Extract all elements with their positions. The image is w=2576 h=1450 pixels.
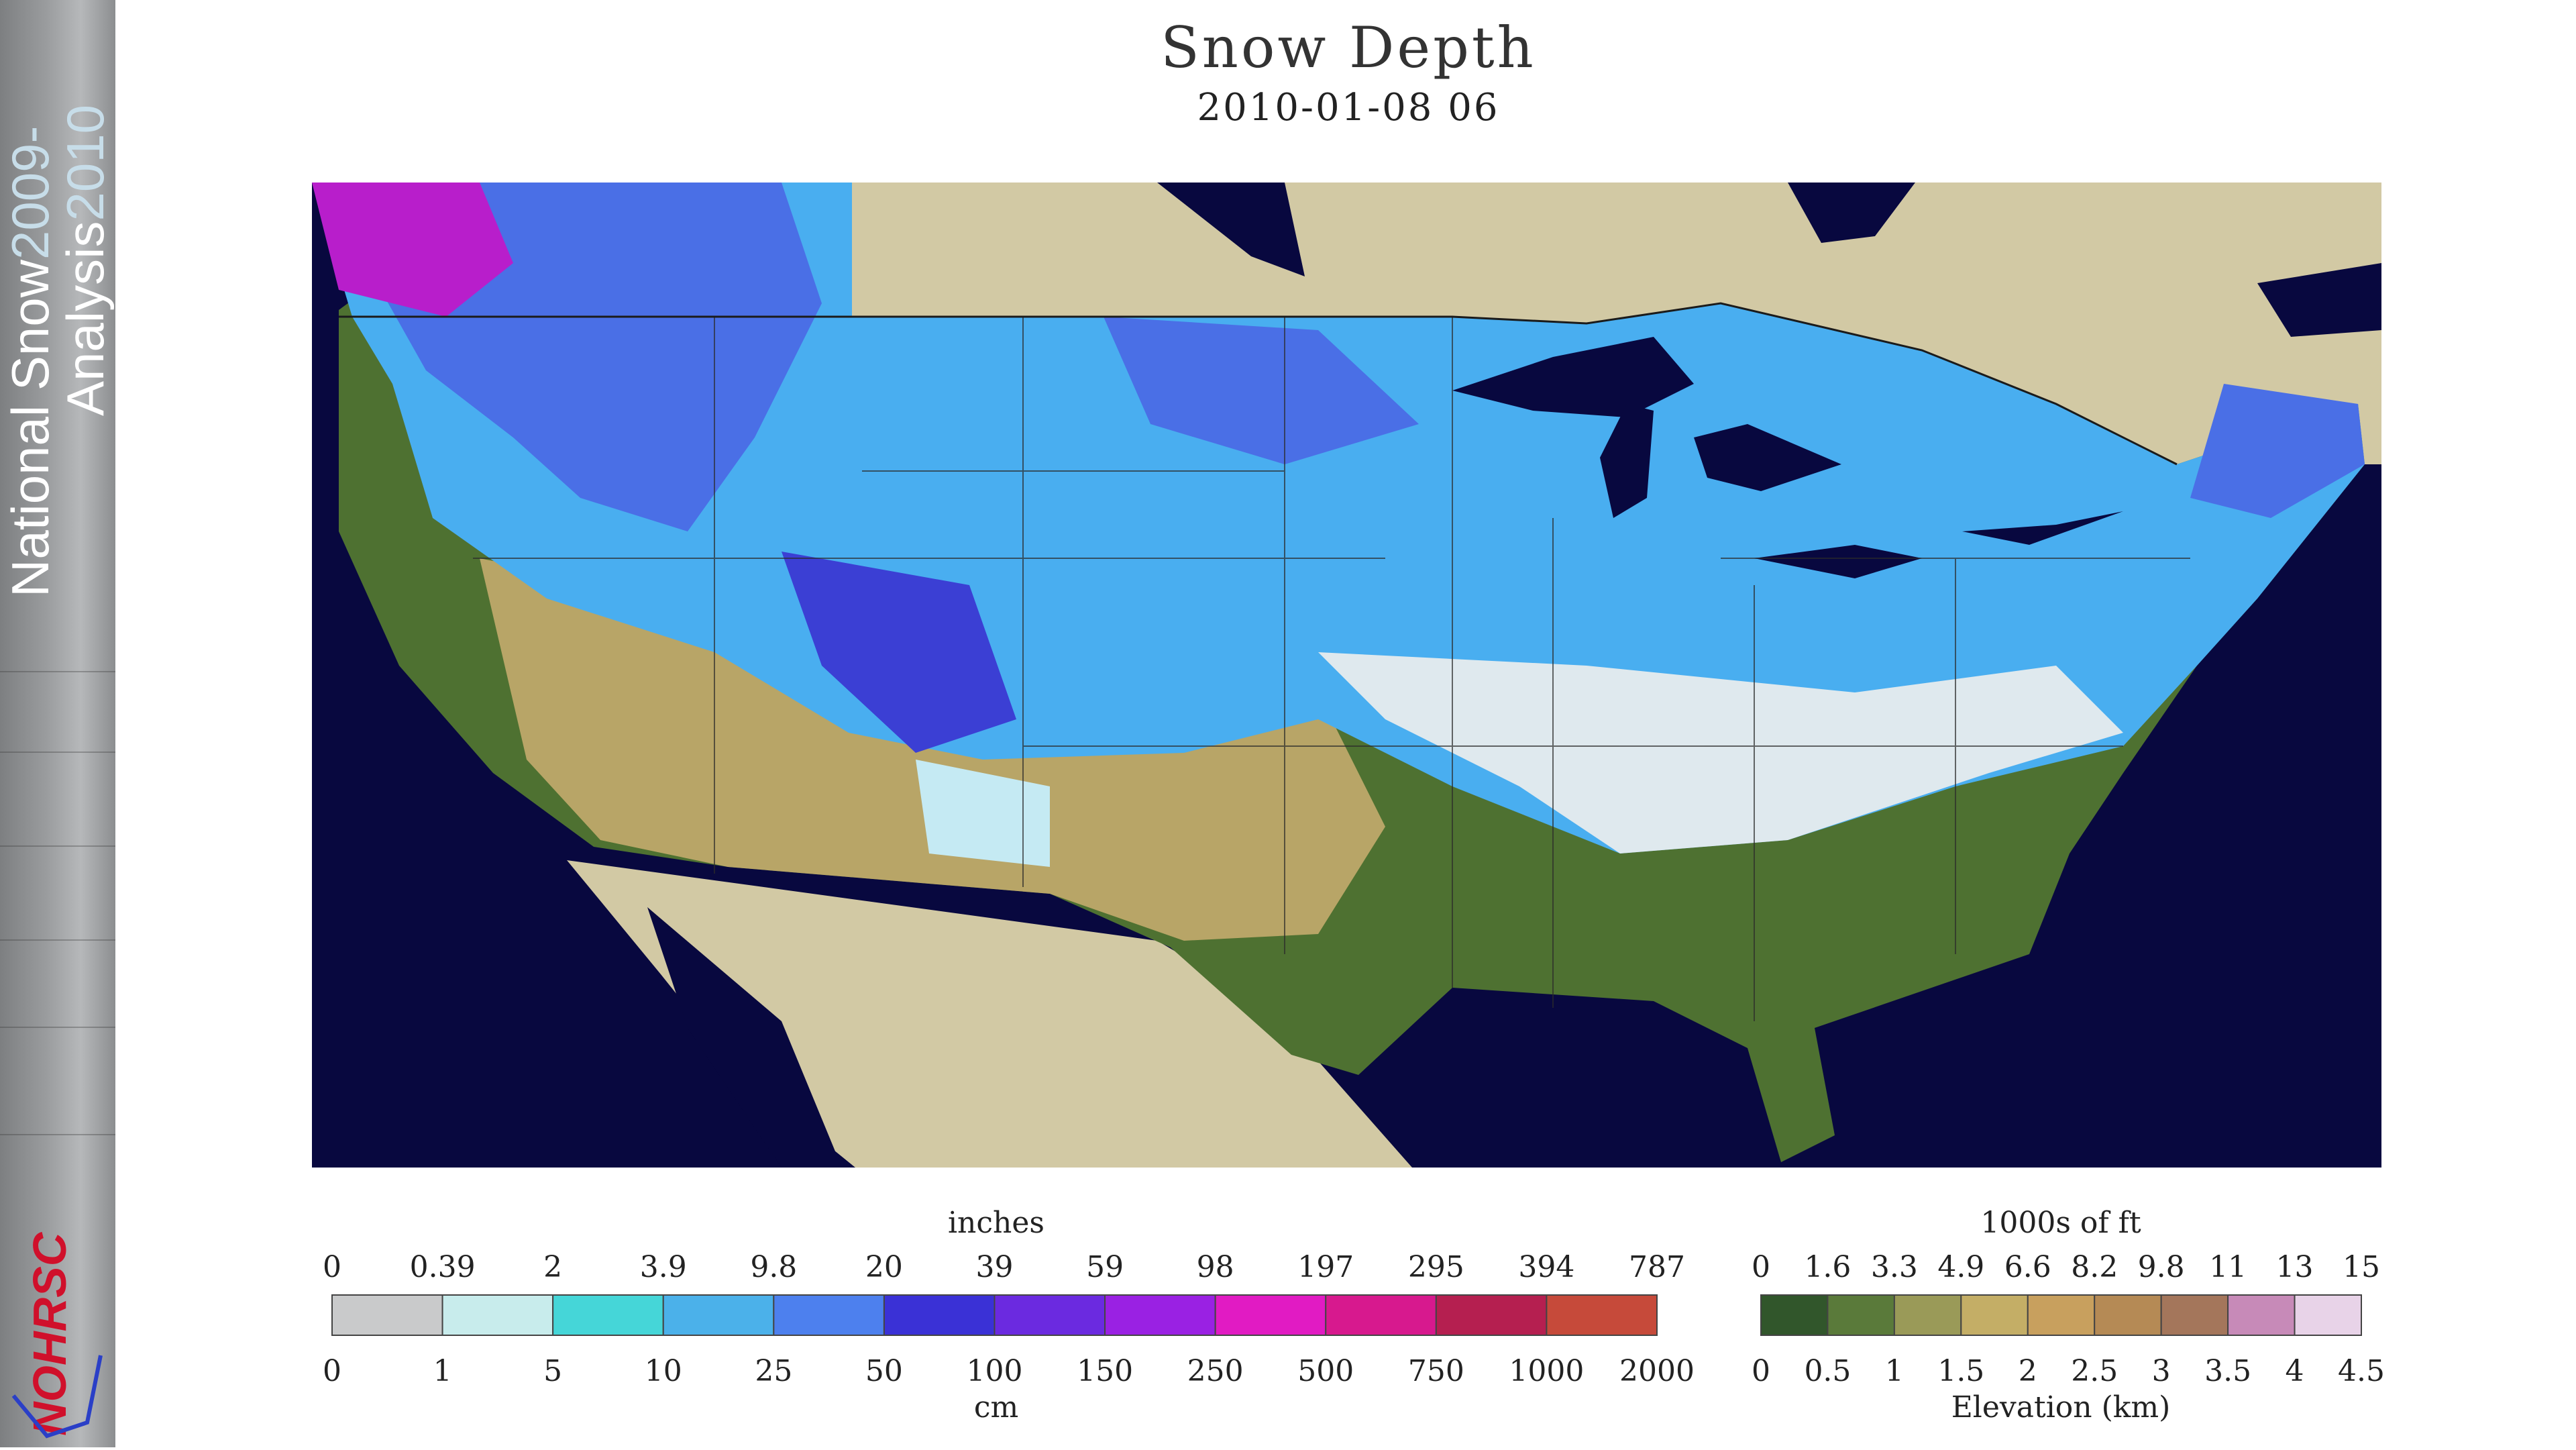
snow_legend-bottom-label: 50 (865, 1354, 903, 1388)
elev_legend-swatch (2160, 1294, 2229, 1336)
map-title: Snow Depth (1161, 15, 1536, 81)
snow_legend-bottom-label: 5 (543, 1354, 562, 1388)
sidebar-title-line2: Analysis (56, 221, 115, 416)
snow_legend-top-label: 3.9 (640, 1250, 687, 1284)
snow_legend-top-label: 295 (1408, 1250, 1464, 1284)
snow_legend-bottom-label: 0 (323, 1354, 341, 1388)
snow_legend-bottom-label: 250 (1187, 1354, 1244, 1388)
snow_legend-top-label: 0 (323, 1250, 341, 1284)
elev_legend-bottom-label: 4.5 (2338, 1354, 2385, 1388)
snow_legend-bottom-label: 2000 (1619, 1354, 1695, 1388)
elev_legend-bottom-label: 0 (1752, 1354, 1770, 1388)
nohrsc-logo: NOHRSC (7, 1221, 107, 1447)
svg-text:Analysis2010: Analysis2010 (56, 105, 115, 416)
elev_legend-top-label: 15 (2343, 1250, 2380, 1284)
elev_legend-top-label: 3.3 (1871, 1250, 1918, 1284)
elev-legend-unit-bottom: Elevation (km) (1951, 1390, 2171, 1425)
map-date: 2010-01-08 06 (1197, 86, 1500, 130)
snow_legend-swatch (1104, 1294, 1216, 1336)
snow-depth-map (312, 183, 2381, 1168)
elev_legend-top-label: 4.9 (1937, 1250, 1984, 1284)
snow_legend-swatch (883, 1294, 996, 1336)
elev_legend-swatch (1760, 1294, 1829, 1336)
snow_legend-top-label: 98 (1197, 1250, 1234, 1284)
elev_legend-swatch (2294, 1294, 2363, 1336)
elev_legend-bottom-label: 2 (2019, 1354, 2037, 1388)
snow_legend-top-label: 394 (1518, 1250, 1574, 1284)
elev_legend-swatch (1960, 1294, 2029, 1336)
snow_legend-top-label: 9.8 (750, 1250, 797, 1284)
elev_legend-top-label: 8.2 (2071, 1250, 2118, 1284)
us-canada-border (339, 302, 2178, 466)
snow-cover-main (312, 183, 2365, 853)
canada-land (849, 183, 2381, 464)
snow_legend-bottom-label: 1 (433, 1354, 452, 1388)
snow_legend-swatch (1546, 1294, 1658, 1336)
snow_legend-bottom-label: 10 (645, 1354, 682, 1388)
snow-cover-light (1318, 652, 2123, 853)
snow_legend-swatch (552, 1294, 664, 1336)
snow_legend-bottom-label: 100 (967, 1354, 1023, 1388)
elev_legend-top-label: 1.6 (1804, 1250, 1851, 1284)
elev_legend-top-label: 9.8 (2138, 1250, 2185, 1284)
snow-legend-unit-top: inches (948, 1206, 1044, 1240)
snow_legend-bottom-label: 750 (1408, 1354, 1464, 1388)
elev_legend-swatch (2227, 1294, 2296, 1336)
elev-legend-unit-top: 1000s of ft (1980, 1206, 2141, 1240)
elev_legend-top-label: 11 (2209, 1250, 2247, 1284)
sidebar-banner: National Snow2009- Analysis2010 NOHRSC (0, 0, 115, 1447)
snow_legend-top-label: 787 (1629, 1250, 1685, 1284)
elev_legend-top-label: 13 (2276, 1250, 2314, 1284)
snow_legend-top-label: 39 (976, 1250, 1014, 1284)
snow_legend-swatch (441, 1294, 554, 1336)
snow_legend-swatch (1435, 1294, 1548, 1336)
svg-text:NOHRSC: NOHRSC (23, 1231, 76, 1436)
snow_legend-bottom-label: 150 (1077, 1354, 1133, 1388)
sidebar-title-line1: National Snow (1, 259, 60, 597)
snow_legend-swatch (1325, 1294, 1437, 1336)
snow-legend-unit-bottom: cm (974, 1390, 1018, 1425)
snow_legend-top-label: 197 (1297, 1250, 1354, 1284)
snow_legend-bottom-label: 1000 (1509, 1354, 1584, 1388)
elev_legend-swatch (2027, 1294, 2096, 1336)
elev_legend-bottom-label: 3 (2152, 1354, 2171, 1388)
snow_legend-swatch (1214, 1294, 1327, 1336)
elev_legend-bottom-label: 0.5 (1804, 1354, 1851, 1388)
elev_legend-top-label: 0 (1752, 1250, 1770, 1284)
sidebar-title-year1: 2009- (1, 126, 60, 260)
elev_legend-bottom-label: 3.5 (2204, 1354, 2251, 1388)
snow_legend-swatch (331, 1294, 443, 1336)
snow_legend-bottom-label: 500 (1297, 1354, 1354, 1388)
snow_legend-top-label: 2 (543, 1250, 562, 1284)
sidebar-title-year2: 2010 (56, 105, 115, 221)
legends: inches 0 0.39 2 3.9 9.8 20 39 59 98 197 295 394 787 … (0, 1194, 2576, 1447)
snow_legend-top-label: 20 (865, 1250, 903, 1284)
snow_legend-swatch (994, 1294, 1106, 1336)
elev_legend-bottom-label: 1 (1885, 1354, 1904, 1388)
snow_legend-top-label: 59 (1086, 1250, 1124, 1284)
elev_legend-bottom-label: 4 (2286, 1354, 2304, 1388)
snow_legend-bottom-label: 25 (755, 1354, 792, 1388)
svg-text:National Snow2009-: National Snow2009- (1, 126, 60, 597)
snow-depth-legend: inches 0 0.39 2 3.9 9.8 20 39 59 98 197 295 394 787 … (323, 1206, 1695, 1425)
elev_legend-bottom-label: 2.5 (2071, 1354, 2118, 1388)
elev_legend-bottom-label: 1.5 (1937, 1354, 1984, 1388)
snow_legend-swatch (662, 1294, 775, 1336)
snow_legend-top-label: 0.39 (410, 1250, 476, 1284)
elev_legend-swatch (1827, 1294, 1895, 1336)
sidebar-title: National Snow2009- Analysis2010 (0, 0, 115, 604)
snow_legend-swatch (773, 1294, 885, 1336)
elev_legend-swatch (1893, 1294, 1962, 1336)
elev_legend-top-label: 6.6 (2004, 1250, 2051, 1284)
great-lakes (1452, 337, 1694, 417)
elev_legend-swatch (2094, 1294, 2162, 1336)
